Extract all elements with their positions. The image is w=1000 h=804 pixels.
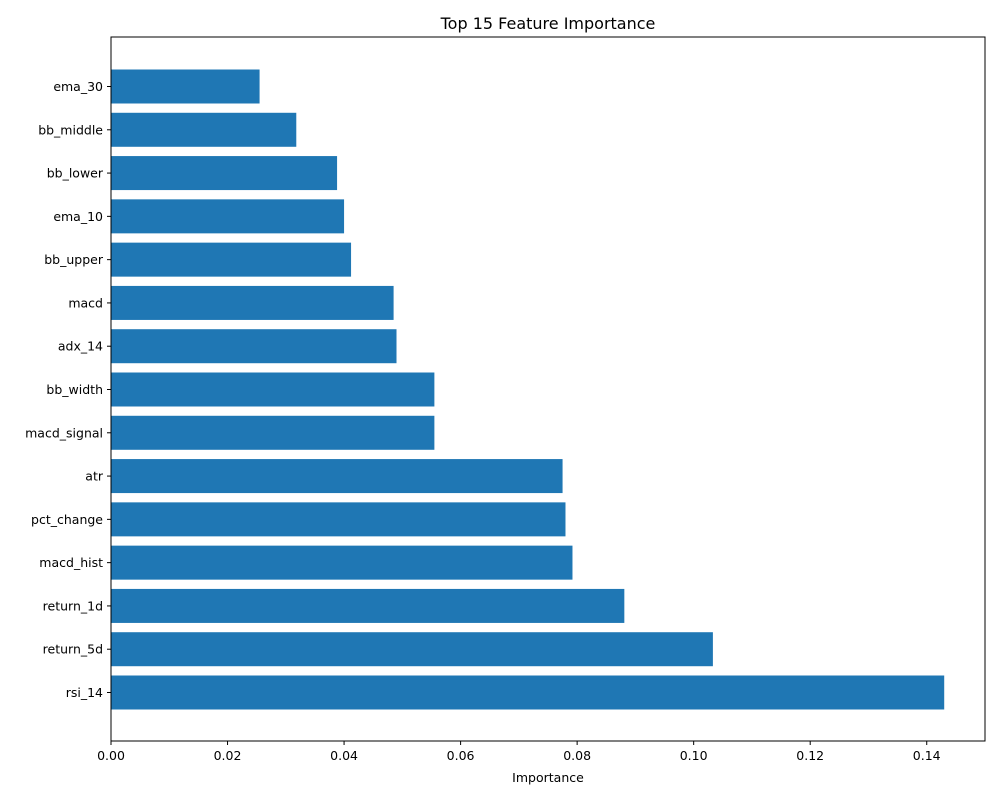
y-tick-label: ema_30 xyxy=(53,79,103,94)
x-tick-label: 0.10 xyxy=(680,748,708,763)
bar-bb-width xyxy=(111,372,435,407)
bar-return-1d xyxy=(111,588,625,623)
x-tick-label: 0.12 xyxy=(796,748,824,763)
y-tick-label: ema_10 xyxy=(53,209,103,224)
y-tick-label: macd xyxy=(68,295,103,310)
x-tick-label: 0.00 xyxy=(97,748,125,763)
y-tick-label: bb_upper xyxy=(44,252,104,267)
y-tick-label: bb_middle xyxy=(38,122,103,137)
plot-frame xyxy=(110,36,986,742)
bars-layer xyxy=(111,69,945,710)
chart-title: Top 15 Feature Importance xyxy=(440,14,656,33)
y-axis-ticks: rsi_14 return_5d return_1d macd_hist pct_cha… xyxy=(25,79,111,700)
x-tick-label: 0.08 xyxy=(563,748,591,763)
y-tick-label: pct_change xyxy=(31,512,103,527)
y-tick-label: macd_signal xyxy=(25,425,103,440)
x-tick-label: 0.06 xyxy=(447,748,475,763)
bar-atr xyxy=(111,459,563,494)
y-tick-label: atr xyxy=(85,469,104,484)
y-tick-label: return_1d xyxy=(43,598,103,613)
bar-macd xyxy=(111,285,394,320)
bar-rsi-14 xyxy=(111,675,945,710)
bar-bb-lower xyxy=(111,156,338,191)
y-tick-label: macd_hist xyxy=(39,555,103,570)
bar-bb-upper xyxy=(111,242,352,277)
bar-bb-middle xyxy=(111,112,297,147)
x-tick-label: 0.02 xyxy=(214,748,242,763)
y-tick-label: return_5d xyxy=(43,642,103,657)
bar-ema-30 xyxy=(111,69,260,104)
x-tick-label: 0.04 xyxy=(330,748,358,763)
x-axis-label: Importance xyxy=(512,770,584,785)
x-tick-label: 0.14 xyxy=(913,748,941,763)
x-axis-ticks: 0.00 0.02 0.04 0.06 0.08 0.10 0.12 0.14 xyxy=(97,741,941,763)
bar-adx-14 xyxy=(111,329,397,364)
bar-macd-signal xyxy=(111,415,435,450)
y-tick-label: bb_lower xyxy=(47,166,104,181)
y-tick-label: bb_width xyxy=(46,382,103,397)
bar-pct-change xyxy=(111,502,566,537)
y-tick-label: rsi_14 xyxy=(66,685,103,700)
bar-ema-10 xyxy=(111,199,345,234)
y-tick-label: adx_14 xyxy=(58,339,103,354)
bar-macd-hist xyxy=(111,545,573,580)
bar-return-5d xyxy=(111,632,713,667)
